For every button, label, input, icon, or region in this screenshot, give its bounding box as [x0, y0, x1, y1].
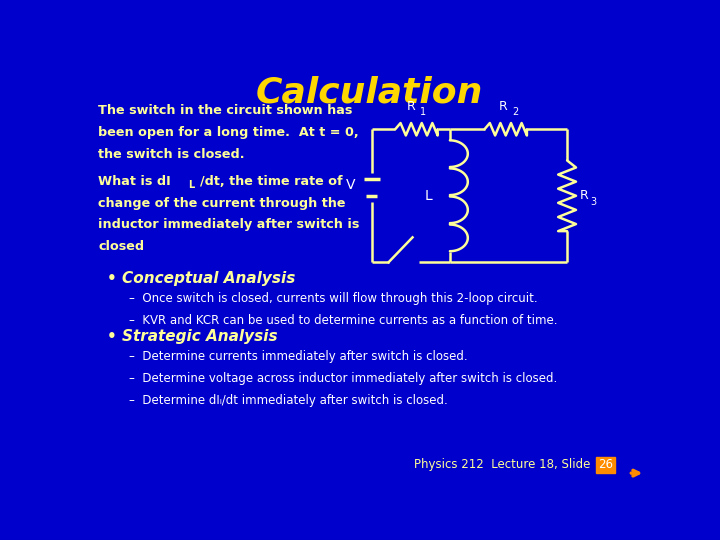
Text: 26: 26 [598, 458, 613, 471]
Text: change of the current through the: change of the current through the [99, 197, 346, 210]
Text: • Conceptual Analysis: • Conceptual Analysis [107, 271, 295, 286]
Text: L: L [188, 180, 194, 190]
Text: been open for a long time.  At t = 0,: been open for a long time. At t = 0, [99, 126, 359, 139]
Text: –  Determine dIₗ/dt immediately after switch is closed.: – Determine dIₗ/dt immediately after swi… [129, 394, 448, 407]
Text: –  Once switch is closed, currents will flow through this 2-loop circuit.: – Once switch is closed, currents will f… [129, 292, 538, 305]
Text: R: R [580, 190, 588, 202]
Text: –  Determine voltage across inductor immediately after switch is closed.: – Determine voltage across inductor imme… [129, 372, 557, 385]
Text: Physics 212  Lecture 18, Slide: Physics 212 Lecture 18, Slide [413, 458, 598, 471]
Text: What is dI: What is dI [99, 175, 171, 188]
Text: Calculation: Calculation [256, 75, 482, 109]
Text: /dt, the time rate of: /dt, the time rate of [200, 175, 343, 188]
Text: closed: closed [99, 240, 145, 253]
Text: R: R [498, 99, 508, 113]
Text: The switch in the circuit shown has: The switch in the circuit shown has [99, 104, 353, 117]
Text: 3: 3 [590, 197, 597, 207]
Text: • Strategic Analysis: • Strategic Analysis [107, 329, 277, 344]
Text: inductor immediately after switch is: inductor immediately after switch is [99, 218, 360, 231]
Text: 2: 2 [512, 107, 518, 117]
Text: L: L [425, 189, 433, 203]
Text: R: R [407, 99, 415, 113]
Text: the switch is closed.: the switch is closed. [99, 147, 245, 160]
Text: V: V [346, 178, 356, 192]
Text: 1: 1 [420, 107, 426, 117]
Text: –  Determine currents immediately after switch is closed.: – Determine currents immediately after s… [129, 350, 468, 363]
Text: –  KVR and KCR can be used to determine currents as a function of time.: – KVR and KCR can be used to determine c… [129, 314, 557, 327]
